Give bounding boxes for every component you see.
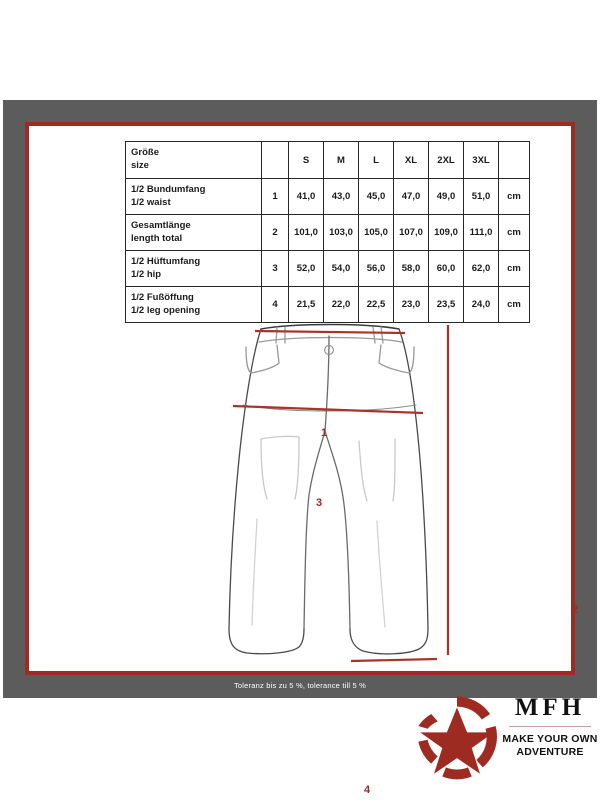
row-label-hip: 1/2 Hüftumfang 1/2 hip <box>125 250 262 287</box>
measure-label-3: 3 <box>316 497 323 509</box>
row-label-de: 1/2 Fußöffung <box>131 291 194 303</box>
hip-l: 56,0 <box>358 250 394 287</box>
leg-xl: 23,0 <box>393 286 429 323</box>
measure-label-2: 2 <box>572 604 579 616</box>
row-label-en: length total <box>131 232 183 244</box>
length-l: 105,0 <box>358 214 394 251</box>
waist-xl: 47,0 <box>393 178 429 215</box>
waist-l: 45,0 <box>358 178 394 215</box>
hip-2xl: 60,0 <box>428 250 464 287</box>
leg-unit: cm <box>498 286 530 323</box>
row-index-length: 2 <box>261 214 289 251</box>
logo-tagline-line1: MAKE YOUR OWN <box>502 733 598 745</box>
table-row-hip: 1/2 Hüftumfang 1/2 hip 3 52,0 54,0 56,0 … <box>125 250 530 287</box>
leg-m: 22,0 <box>323 286 359 323</box>
waist-m: 43,0 <box>323 178 359 215</box>
leg-2xl: 23,5 <box>428 286 464 323</box>
hip-unit: cm <box>498 250 530 287</box>
header-size-3xl: 3XL <box>463 141 499 179</box>
row-label-leg-opening: 1/2 Fußöffung 1/2 leg opening <box>125 286 262 323</box>
trousers-diagram: 1 2 3 4 <box>199 309 578 796</box>
row-label-waist: 1/2 Bundumfang 1/2 waist <box>125 178 262 215</box>
header-unit-cell <box>498 141 530 179</box>
measure-label-1: 1 <box>321 427 328 439</box>
hip-s: 52,0 <box>288 250 324 287</box>
logo-divider <box>509 726 591 727</box>
length-m: 103,0 <box>323 214 359 251</box>
leg-s: 21,5 <box>288 286 324 323</box>
row-index-leg-opening: 4 <box>261 286 289 323</box>
measure-label-4: 4 <box>364 784 371 796</box>
measure-line-leg-opening <box>350 657 438 663</box>
length-3xl: 111,0 <box>463 214 499 251</box>
row-label-de: 1/2 Bundumfang <box>131 183 206 195</box>
row-label-en: 1/2 hip <box>131 268 162 280</box>
mfh-logo: MFH MAKE YOUR OWN ADVENTURE <box>411 689 600 785</box>
waist-3xl: 51,0 <box>463 178 499 215</box>
row-label-de: 1/2 Hüftumfang <box>131 255 201 267</box>
header-size-xl: XL <box>393 141 429 179</box>
hip-3xl: 62,0 <box>463 250 499 287</box>
header-label-de: Größe <box>131 147 159 159</box>
length-2xl: 109,0 <box>428 214 464 251</box>
hip-xl: 58,0 <box>393 250 429 287</box>
leg-l: 22,5 <box>358 286 394 323</box>
row-label-en: 1/2 waist <box>131 196 171 208</box>
size-table: Größe size S M L XL 2XL 3XL 1/2 Bundumfa… <box>125 141 530 323</box>
length-s: 101,0 <box>288 214 324 251</box>
header-size-s: S <box>288 141 324 179</box>
hip-m: 54,0 <box>323 250 359 287</box>
gray-background-panel: Größe size S M L XL 2XL 3XL 1/2 Bundumfa… <box>3 100 597 796</box>
table-row-length: Gesamtlänge length total 2 101,0 103,0 1… <box>125 214 530 251</box>
row-index-waist: 1 <box>261 178 289 215</box>
leg-3xl: 24,0 <box>463 286 499 323</box>
trousers-drawing <box>228 323 450 663</box>
table-header-row: Größe size S M L XL 2XL 3XL <box>125 141 530 179</box>
table-row-waist: 1/2 Bundumfang 1/2 waist 1 41,0 43,0 45,… <box>125 178 530 215</box>
logo-text-block: MFH MAKE YOUR OWN ADVENTURE <box>499 695 600 760</box>
logo-tagline-line2: ADVENTURE <box>516 746 584 759</box>
star-in-broken-circle-icon <box>418 696 498 780</box>
measure-line-waist <box>254 329 406 335</box>
logo-wordmark: MFH <box>514 694 586 721</box>
table-row-leg-opening: 1/2 Fußöffung 1/2 leg opening 4 21,5 22,… <box>125 286 530 323</box>
waist-s: 41,0 <box>288 178 324 215</box>
tolerance-note: Toleranz bis zu 5 %, tolerance till 5 % <box>233 681 367 690</box>
waist-unit: cm <box>498 178 530 215</box>
row-label-length: Gesamtlänge length total <box>125 214 262 251</box>
header-label-en: size <box>131 160 149 171</box>
waist-2xl: 49,0 <box>428 178 464 215</box>
row-label-en: 1/2 leg opening <box>131 304 201 316</box>
header-size-l: L <box>358 141 394 179</box>
length-xl: 107,0 <box>393 214 429 251</box>
length-unit: cm <box>498 214 530 251</box>
row-index-hip: 3 <box>261 250 289 287</box>
size-chart-card: Größe size S M L XL 2XL 3XL 1/2 Bundumfa… <box>25 122 597 796</box>
header-index-cell <box>261 141 289 179</box>
header-size-2xl: 2XL <box>428 141 464 179</box>
header-label-cell: Größe size <box>125 141 262 179</box>
measure-line-hip <box>232 404 424 415</box>
row-label-de: Gesamtlänge <box>131 219 191 231</box>
header-size-m: M <box>323 141 359 179</box>
